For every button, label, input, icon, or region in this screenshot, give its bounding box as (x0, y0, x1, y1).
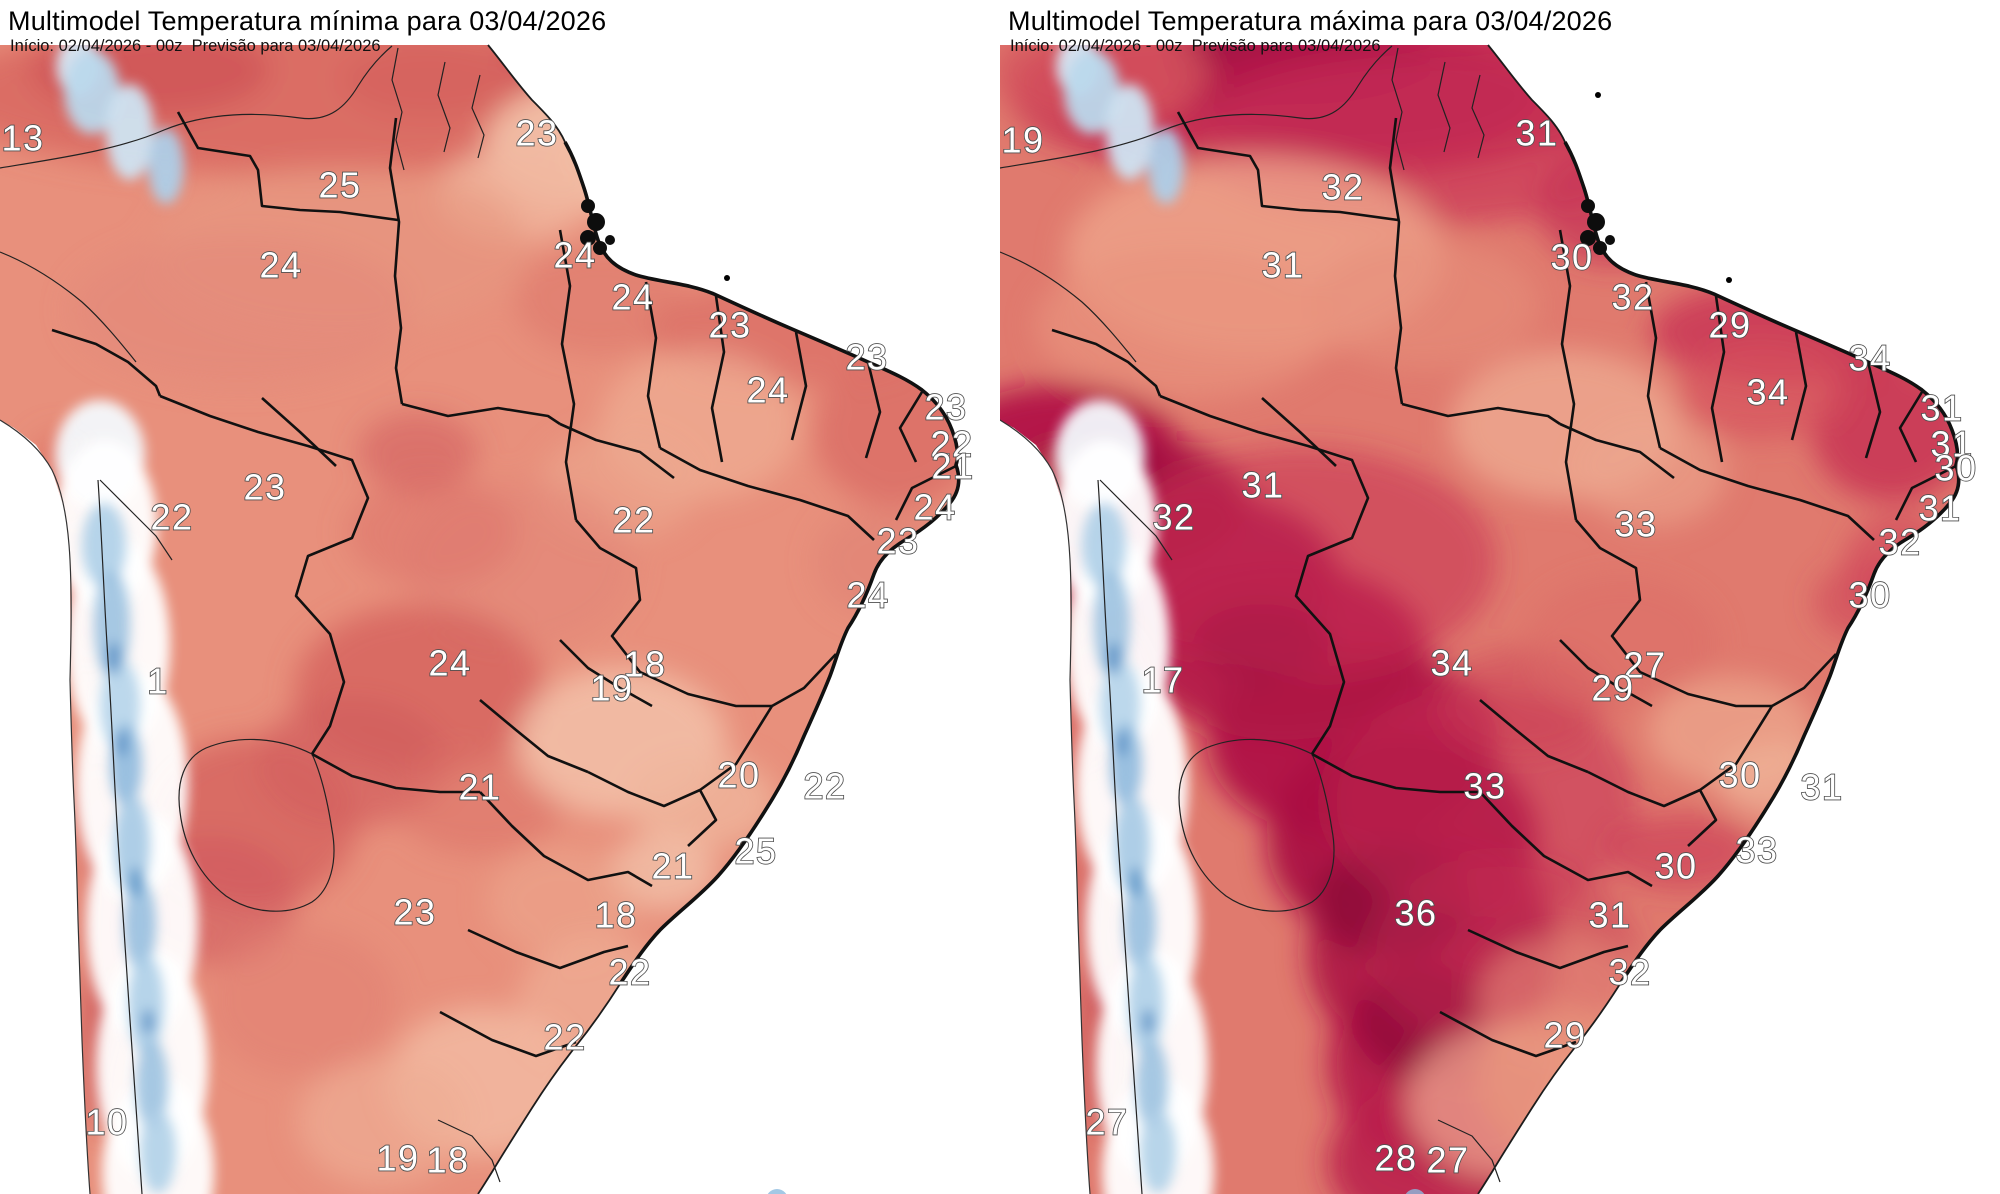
temp-label: 22 (543, 1017, 586, 1058)
temp-label: 29 (1543, 1015, 1586, 1056)
forecast-run-subtitle: Início: 02/04/2026 - 00z Previsão para 0… (1010, 37, 1381, 55)
temp-label: 27 (1426, 1140, 1469, 1181)
temp-label: 31 (1241, 465, 1284, 506)
temp-label: 22 (803, 766, 846, 807)
temp-label: 23 (924, 387, 967, 428)
land-raster (1000, 45, 1959, 1194)
temp-label: 31 (1800, 767, 1843, 808)
state-borders (51, 111, 957, 1058)
temp-label: 30 (1550, 237, 1593, 278)
temp-label: 31 (1261, 245, 1304, 286)
temp-label: 33 (1735, 830, 1778, 871)
temp-label: 29 (1708, 305, 1751, 346)
temp-label: 22 (150, 497, 193, 538)
temp-label: 25 (318, 165, 361, 206)
bottom-edge-logo-dot (1405, 1189, 1425, 1194)
amazon-delta (1580, 199, 1615, 255)
temp-label: 24 (553, 235, 596, 276)
temp-label: 25 (734, 831, 777, 872)
temp-label: 31 (1930, 424, 1973, 465)
temp-label: 24 (913, 487, 956, 528)
country-borders (0, 45, 501, 1194)
temp-label: 34 (1430, 643, 1473, 684)
temp-label: 17 (1141, 660, 1184, 701)
temp-label: 20 (717, 755, 760, 796)
temp-label: 23 (708, 305, 751, 346)
temp-label: 36 (1394, 893, 1437, 934)
temp-label: 31 (1515, 113, 1558, 154)
pacific-coastline (1000, 419, 1091, 1194)
state-borders (1051, 111, 1957, 1058)
pacific-coastline (0, 419, 91, 1194)
country-borders (1000, 45, 1501, 1194)
temp-label: 21 (931, 446, 974, 487)
temp-label: 27 (1085, 1102, 1128, 1143)
temp-label: 1 (147, 661, 169, 702)
bottom-edge-logo-dot (767, 1189, 787, 1194)
temp-label: 33 (1463, 766, 1506, 807)
temp-label: 32 (1152, 497, 1195, 538)
temp-label: 30 (1848, 575, 1891, 616)
temp-label: 31 (1920, 388, 1963, 429)
temp-label: 24 (746, 370, 789, 411)
temp-label: 21 (458, 767, 501, 808)
temp-label: 31 (1588, 895, 1631, 936)
brazil-coast-thick (1563, 141, 1961, 985)
panel-temperatura-minima: Multimodel Temperatura mínima para 03/04… (0, 6, 974, 1194)
temp-label: 24 (611, 277, 654, 318)
temp-label: 23 (243, 467, 286, 508)
temp-label: 28 (1374, 1138, 1417, 1179)
andes-cold-blobs (82, 503, 176, 1194)
temp-label: 24 (259, 245, 302, 286)
temp-label: 34 (1746, 372, 1789, 413)
temp-label: 23 (393, 892, 436, 933)
temp-label: 18 (623, 644, 666, 685)
brazil-coast-thick (563, 141, 961, 985)
temp-label: 19 (590, 668, 633, 709)
temp-label: 13 (1, 118, 44, 159)
temp-label: 23 (515, 113, 558, 154)
page-title: Multimodel Temperatura máxima para 03/04… (1008, 6, 1613, 36)
temp-label: 24 (846, 575, 889, 616)
land-raster (0, 45, 959, 1194)
temp-label: 30 (1654, 846, 1697, 887)
temp-label: 19 (1001, 120, 1044, 161)
temp-label: 19 (376, 1138, 419, 1179)
forecast-run-subtitle: Início: 02/04/2026 - 00z Previsão para 0… (10, 37, 381, 55)
temp-label: 18 (426, 1140, 469, 1181)
temp-label: 27 (1623, 645, 1666, 686)
amazon-delta (580, 199, 615, 255)
temp-label: 32 (1611, 277, 1654, 318)
island-dot (724, 275, 730, 281)
temp-label: 23 (845, 337, 888, 378)
temp-label: 29 (1591, 668, 1634, 709)
temp-label: 31 (1918, 488, 1961, 529)
temp-label: 22 (612, 500, 655, 541)
temp-label: 32 (1321, 167, 1364, 208)
temp-label: 24 (428, 643, 471, 684)
temp-label: 32 (1608, 952, 1651, 993)
temp-label: 10 (85, 1102, 128, 1143)
temp-label: 22 (608, 952, 651, 993)
island-dot (1595, 92, 1601, 98)
page-title: Multimodel Temperatura mínima para 03/04… (8, 6, 607, 36)
temp-label: 34 (1848, 338, 1891, 379)
temp-label: 30 (1718, 755, 1761, 796)
temp-label: 23 (876, 521, 919, 562)
andes-cold-blobs (1082, 503, 1176, 1194)
temp-label: 33 (1614, 504, 1657, 545)
temp-label: 22 (930, 424, 973, 465)
temp-label: 32 (1878, 522, 1921, 563)
panel-temperatura-maxima: Multimodel Temperatura máxima para 03/04… (1000, 0, 2000, 1194)
island-dot (1726, 277, 1732, 283)
temp-label: 18 (594, 895, 637, 936)
temp-label: 21 (651, 846, 694, 887)
temp-label: 30 (1934, 448, 1977, 489)
